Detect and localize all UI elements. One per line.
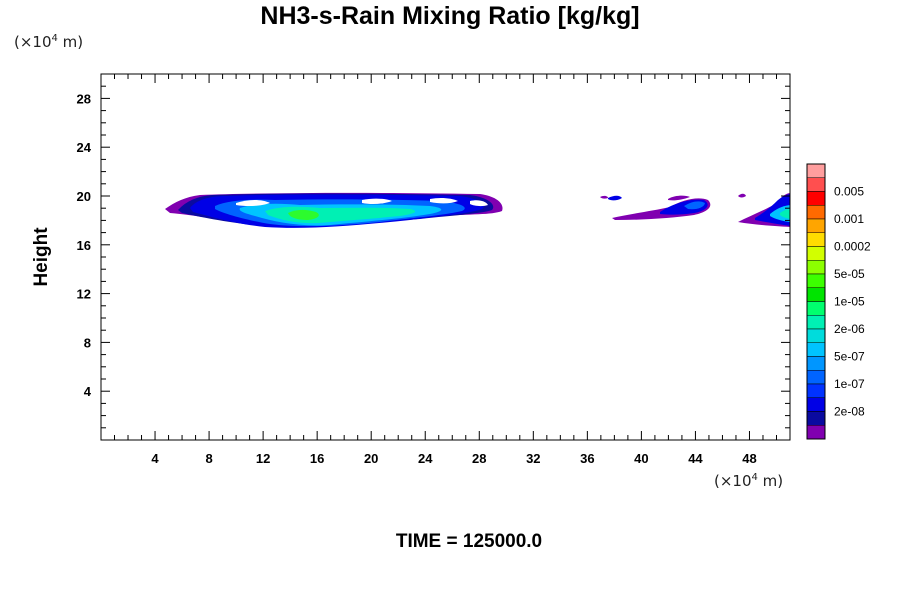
x-tick-label: 12 bbox=[256, 451, 270, 466]
colorbar-swatch bbox=[806, 315, 826, 330]
colorbar-swatch bbox=[806, 342, 826, 357]
x-tick-label: 32 bbox=[526, 451, 540, 466]
rain-region-1-core bbox=[288, 209, 319, 220]
colorbar-swatch bbox=[806, 273, 826, 288]
colorbar-swatch bbox=[806, 356, 826, 371]
colorbar-label: 2e-06 bbox=[834, 322, 865, 336]
colorbar-label: 5e-05 bbox=[834, 267, 865, 281]
colorbar-label: 5e-07 bbox=[834, 350, 865, 364]
y-tick-label: 28 bbox=[77, 91, 91, 106]
x-tick-label: 8 bbox=[205, 451, 212, 466]
colorbar-label: 2e-08 bbox=[834, 405, 865, 419]
rain-region-2-mid bbox=[684, 201, 705, 210]
colorbar-swatch bbox=[806, 301, 826, 316]
x-tick-label: 44 bbox=[688, 451, 703, 466]
y-tick-label: 12 bbox=[77, 287, 91, 302]
colorbar-swatch bbox=[806, 246, 826, 261]
colorbar-swatch bbox=[806, 177, 826, 192]
colorbar-swatch bbox=[806, 425, 826, 440]
colorbar-label: 0.005 bbox=[834, 185, 864, 199]
contour-fields bbox=[165, 192, 790, 228]
y-tick-label: 20 bbox=[77, 189, 91, 204]
colorbar-swatch bbox=[806, 205, 826, 220]
colorbar-swatch bbox=[806, 287, 826, 302]
colorbar-frame bbox=[806, 163, 826, 440]
y-tick-label: 8 bbox=[84, 335, 91, 350]
plot-frame bbox=[100, 73, 791, 441]
x-tick-label: 20 bbox=[364, 451, 378, 466]
colorbar-swatch bbox=[806, 163, 826, 178]
colorbar-label: 1e-07 bbox=[834, 377, 865, 391]
rain-region-3-core bbox=[780, 209, 790, 219]
colorbar-label: 0.0002 bbox=[834, 240, 871, 254]
colorbar-label: 1e-05 bbox=[834, 295, 865, 309]
colorbar-swatch bbox=[806, 370, 826, 385]
y-axis-unit: (×104 m) bbox=[14, 33, 84, 51]
colorbar-swatch bbox=[806, 397, 826, 412]
x-tick-label: 24 bbox=[418, 451, 433, 466]
y-tick-label: 16 bbox=[77, 238, 91, 253]
x-tick-label: 48 bbox=[742, 451, 756, 466]
time-label: TIME = 125000.0 bbox=[395, 531, 543, 552]
y-tick-label: 24 bbox=[77, 140, 92, 155]
x-tick-label: 16 bbox=[310, 451, 324, 466]
colorbar-swatch bbox=[806, 260, 826, 275]
colorbar-swatch bbox=[806, 328, 826, 343]
y-tick-label: 4 bbox=[84, 384, 92, 399]
colorbar-swatch bbox=[806, 191, 826, 206]
colorbar-swatch bbox=[806, 383, 826, 398]
colorbar-swatch bbox=[806, 411, 826, 426]
colorbar-label: 0.001 bbox=[834, 212, 864, 226]
x-tick-label: 36 bbox=[580, 451, 594, 466]
chart-title: NH3-s-Rain Mixing Ratio [kg/kg] bbox=[260, 2, 640, 30]
x-tick-label: 4 bbox=[151, 451, 159, 466]
x-tick-label: 40 bbox=[634, 451, 648, 466]
colorbar-swatch bbox=[806, 232, 826, 247]
colorbar-swatch bbox=[806, 218, 826, 233]
x-tick-label: 28 bbox=[472, 451, 486, 466]
x-axis-unit: (×104 m) bbox=[714, 472, 784, 490]
